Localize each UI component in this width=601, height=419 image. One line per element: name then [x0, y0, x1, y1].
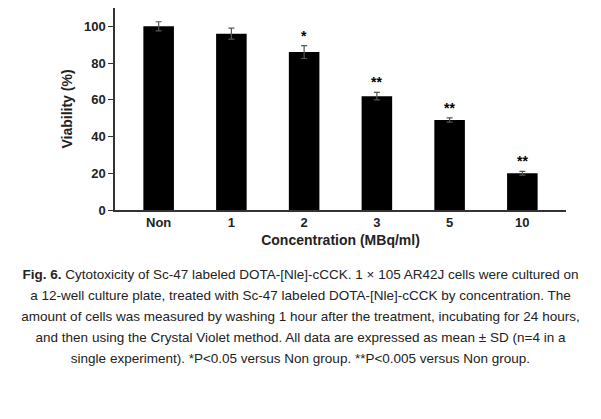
html-text:Fig. 6. Cytotoxicity of Sc-47: Fig. 6. Cytotoxicity of Sc-47 labeled DO…	[21, 267, 580, 366]
svg-text:1: 1	[228, 215, 235, 230]
svg-text:60: 60	[91, 92, 105, 107]
svg-text:100: 100	[84, 19, 106, 34]
svg-text:40: 40	[91, 129, 105, 144]
svg-text:**: **	[371, 74, 382, 90]
svg-text:Non: Non	[146, 215, 171, 230]
svg-text:20: 20	[91, 166, 105, 181]
svg-text:3: 3	[373, 215, 380, 230]
svg-text:Viability (%): Viability (%)	[59, 69, 75, 148]
svg-text:Concentration (MBq/ml): Concentration (MBq/ml)	[261, 232, 420, 248]
svg-text:80: 80	[91, 56, 105, 71]
svg-text:**: **	[444, 100, 455, 116]
svg-text:2: 2	[301, 215, 308, 230]
svg-text:*: *	[301, 28, 307, 44]
svg-text:10: 10	[515, 215, 529, 230]
svg-text:0: 0	[98, 203, 105, 218]
svg-text:5: 5	[446, 215, 453, 230]
svg-text:**: **	[517, 153, 528, 169]
